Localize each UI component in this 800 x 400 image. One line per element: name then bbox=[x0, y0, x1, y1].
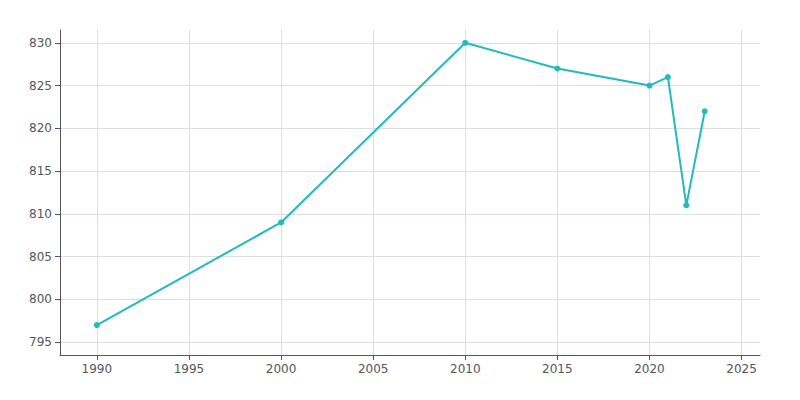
svg-text:825: 825 bbox=[29, 79, 52, 93]
svg-text:2025: 2025 bbox=[726, 362, 757, 376]
svg-text:800: 800 bbox=[29, 292, 52, 306]
svg-text:2010: 2010 bbox=[450, 362, 481, 376]
svg-text:830: 830 bbox=[29, 36, 52, 50]
svg-text:1995: 1995 bbox=[174, 362, 205, 376]
svg-text:795: 795 bbox=[29, 335, 52, 349]
svg-text:2015: 2015 bbox=[542, 362, 573, 376]
svg-text:815: 815 bbox=[29, 164, 52, 178]
svg-text:805: 805 bbox=[29, 250, 52, 264]
svg-text:2020: 2020 bbox=[634, 362, 665, 376]
svg-text:810: 810 bbox=[29, 207, 52, 221]
svg-text:2005: 2005 bbox=[358, 362, 389, 376]
svg-text:1990: 1990 bbox=[82, 362, 113, 376]
svg-text:820: 820 bbox=[29, 121, 52, 135]
svg-text:2000: 2000 bbox=[266, 362, 297, 376]
